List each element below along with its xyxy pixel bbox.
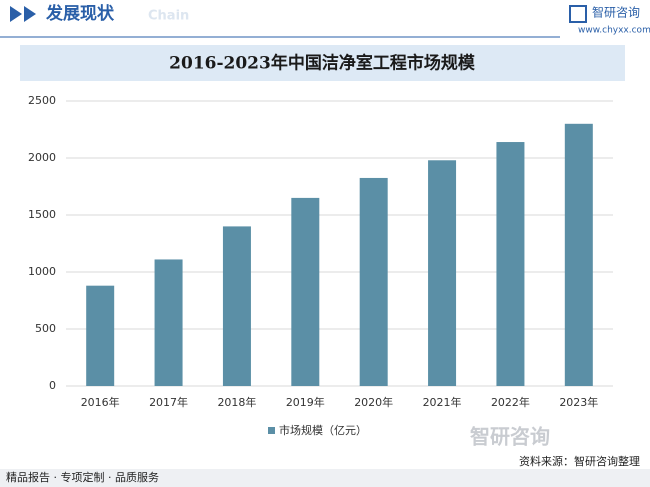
x-tick-label: 2017年: [149, 395, 188, 409]
x-tick-label: 2018年: [217, 395, 256, 409]
y-tick-label: 2500: [28, 94, 56, 107]
bar: [86, 285, 115, 386]
watermark: 智研咨询: [470, 425, 550, 449]
source: 资料来源：智研咨询整理: [519, 454, 640, 468]
legend-label: 市场规模（亿元）: [279, 423, 367, 437]
y-tick-label: 2000: [28, 151, 56, 164]
y-tick-label: 1500: [28, 208, 56, 221]
y-tick-label: 1000: [28, 265, 56, 278]
footer-bar: [0, 469, 650, 487]
legend-swatch: [268, 427, 275, 434]
y-tick-label: 500: [35, 322, 56, 335]
brand: 智研咨询: [592, 5, 640, 20]
title-box: [20, 45, 625, 81]
x-tick-label: 2019年: [286, 395, 325, 409]
x-tick-label: 2023年: [559, 395, 598, 409]
footer-slogan: 精品报告 · 专项定制 · 品质服务: [6, 470, 159, 484]
x-tick-label: 2021年: [423, 395, 462, 409]
bar: [154, 259, 183, 386]
bar: [291, 197, 320, 386]
chart-title: 2016-2023年中国洁净室工程市场规模: [169, 53, 476, 74]
y-tick-label: 0: [49, 379, 56, 392]
plot: 0 500 1000 1500 2000 2500 2016年 2017年 2018年 2019年…: [28, 94, 613, 437]
header-subtitle: Chain: [148, 9, 189, 24]
bar: [359, 177, 388, 386]
bar: [496, 142, 525, 386]
x-tick-label: 2020年: [354, 395, 393, 409]
logo-icon: [569, 5, 587, 23]
header-title: 发展现状: [45, 3, 115, 24]
bar: [428, 160, 457, 386]
header-arrows: [10, 6, 36, 22]
x-tick-label: 2016年: [81, 395, 120, 409]
bar: [564, 123, 593, 387]
x-tick-label: 2022年: [491, 395, 530, 409]
url: www.chyxx.com: [578, 26, 650, 36]
bar: [222, 226, 251, 386]
